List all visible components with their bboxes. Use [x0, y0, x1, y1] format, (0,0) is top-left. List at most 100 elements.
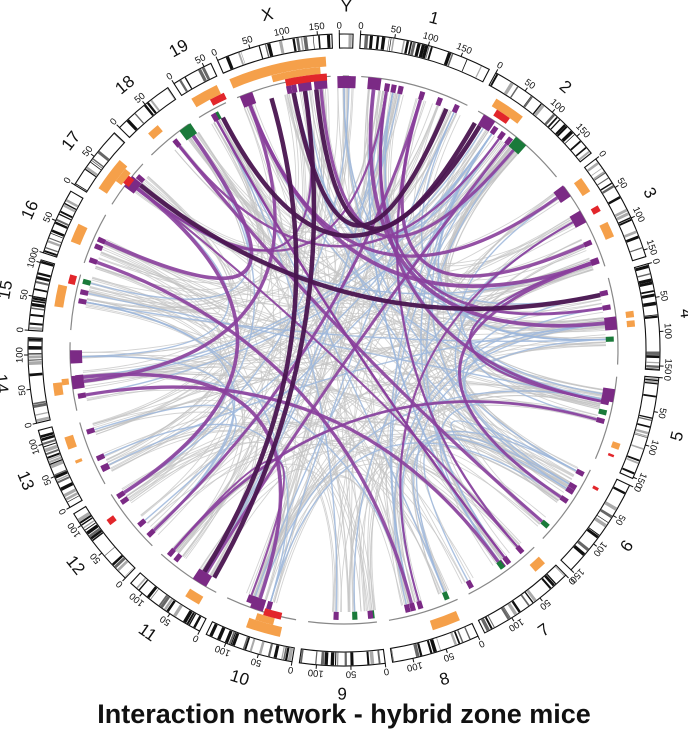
chromosome-label: 10 [228, 666, 252, 690]
locus-marker-purple [465, 579, 474, 590]
link-strong [123, 187, 240, 495]
ideogram-band [639, 414, 653, 419]
locus-marker-purple [93, 243, 104, 252]
ideogram-band [618, 217, 631, 224]
link-weak [88, 290, 522, 544]
link-weak [142, 90, 380, 249]
ideogram-band [597, 515, 609, 523]
locus-marker-purple [78, 298, 87, 305]
ideogram-band [50, 460, 64, 469]
ideogram-band [28, 359, 42, 361]
bar-track-chr-16 [70, 223, 88, 246]
ideogram-band [65, 492, 79, 501]
ideogram-band [228, 631, 236, 645]
ideogram-band [88, 527, 101, 538]
bar-track-chr-X [229, 56, 327, 89]
ideogram-chr-15 [28, 259, 56, 332]
link-weak [105, 241, 579, 469]
locus-marker-purple [95, 453, 106, 462]
bar-track-chr-X [271, 67, 321, 83]
locus-marker-purple [285, 85, 293, 95]
ideogram-band [601, 185, 615, 194]
ideogram-band [150, 99, 160, 112]
ideogram-band [315, 651, 318, 665]
ideogram-tick [539, 597, 543, 602]
ideogram-band [578, 150, 590, 161]
ideogram-band [622, 467, 635, 475]
ideogram-band [44, 444, 58, 453]
chromosome-ideogram-ring: 0 501001500501001500501001500501001500501… [14, 20, 673, 679]
ideogram-tick [116, 124, 120, 128]
tick-label: 0 [566, 575, 577, 587]
ideogram-band [326, 34, 331, 48]
locus-marker-purple [515, 544, 525, 555]
bar-track-chr-2 [493, 109, 510, 124]
ideogram-band [387, 37, 390, 51]
ideogram-band [461, 59, 468, 72]
ideogram-band [184, 77, 193, 89]
ideogram-tick [612, 515, 617, 519]
ideogram-band [60, 210, 73, 219]
bar-track-chr-4 [625, 310, 635, 318]
ideogram-band [40, 431, 54, 439]
tick-label: 50 [241, 34, 254, 48]
ideogram-tick [595, 156, 600, 160]
tick-label: 50 [40, 473, 54, 487]
ideogram-band [480, 618, 490, 632]
ideogram-band [375, 36, 380, 50]
bar-track-chr-6 [592, 485, 599, 492]
ideogram-band [320, 651, 325, 665]
ideogram-band [644, 381, 658, 385]
link-strong [178, 145, 544, 523]
ideogram-band [627, 455, 640, 462]
ideogram-band [138, 579, 149, 591]
locus-marker-purple [604, 316, 618, 331]
locus-marker-purple [553, 185, 571, 203]
chromosome-label: 6 [616, 537, 637, 556]
ideogram-band [450, 632, 458, 646]
ideogram-band [300, 37, 304, 51]
link-strong [319, 88, 515, 239]
ideogram-band [407, 41, 413, 55]
bar-track-chr-13 [64, 434, 77, 450]
segment-chr-15 [70, 274, 82, 331]
link-weak [420, 113, 587, 281]
ideogram-tick [643, 248, 648, 251]
ideogram-band [90, 529, 103, 540]
ideogram-band [59, 213, 72, 221]
ideogram-tick [495, 69, 499, 74]
tick-label: 0 [661, 375, 672, 381]
ideogram-band [188, 613, 197, 626]
ideogram-band [575, 147, 587, 157]
link-strong [96, 260, 414, 604]
ideogram-band [532, 103, 542, 115]
link-strong [85, 385, 500, 563]
ideogram-band [35, 280, 49, 286]
chromosome-label: 2 [556, 77, 575, 98]
tick-label: 50 [390, 24, 402, 37]
ideogram-band [54, 470, 68, 479]
ideogram-tick [565, 574, 569, 579]
ideogram-band [597, 177, 609, 186]
locus-marker-purple [116, 490, 126, 500]
ideogram-band [50, 233, 63, 239]
ideogram-band [75, 183, 87, 191]
locus-marker-purple [416, 600, 424, 610]
locus-marker-green [82, 278, 92, 286]
ideogram-band [350, 652, 354, 666]
locus-markers [70, 76, 618, 620]
ideogram-band [312, 36, 315, 49]
ideogram-band [114, 557, 126, 569]
ideogram-band [92, 532, 104, 542]
tick-label: 0 [165, 71, 175, 83]
locus-marker-green [598, 408, 608, 416]
ideogram-tick [66, 506, 71, 510]
link-strongest [291, 92, 449, 228]
ideogram-band [150, 588, 159, 600]
ideogram-band [413, 643, 420, 658]
ideogram-band [369, 651, 375, 665]
link-strongest [314, 89, 477, 231]
link-strong [136, 91, 388, 253]
ideogram-band [56, 218, 69, 226]
link-strong [152, 98, 422, 532]
